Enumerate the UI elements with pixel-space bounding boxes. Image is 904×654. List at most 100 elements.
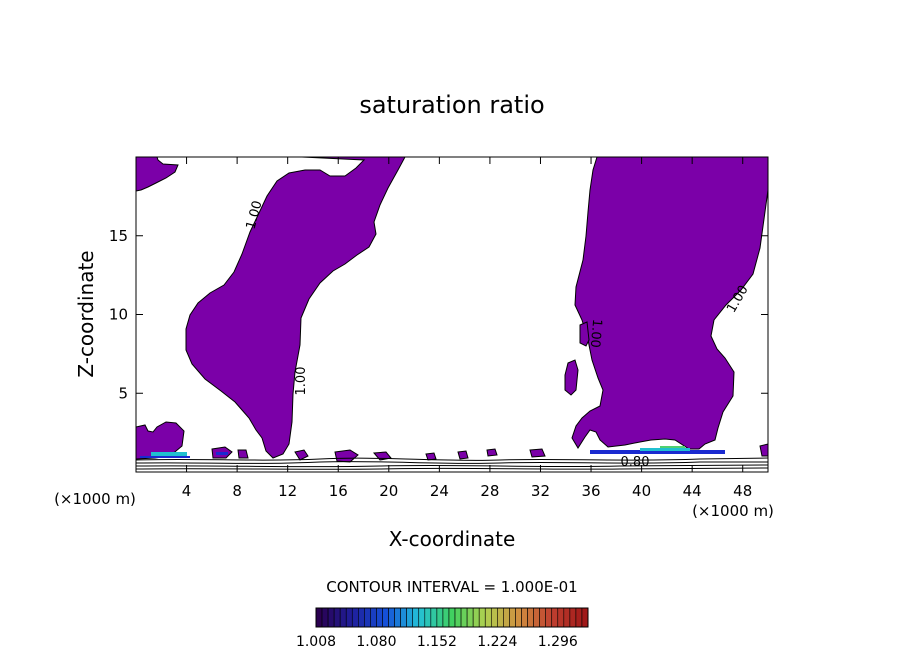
colored-streak-left [151, 452, 187, 456]
colorbar-cell [358, 607, 365, 628]
colored-streak-right-dark [590, 450, 725, 454]
supersaturation-blob-2 [579, 321, 590, 347]
supersaturation-lowlevel-blob7 [372, 451, 392, 461]
colorbar-cell [430, 607, 438, 628]
colorbar-tick-label: 1.296 [538, 634, 578, 650]
colorbar-cell [327, 607, 335, 628]
colorbar-cell [406, 607, 414, 628]
colorbar-cell [533, 607, 540, 628]
colorbar-cell [466, 607, 474, 628]
colorbar-frame [315, 607, 589, 628]
colorbar-cell [388, 607, 395, 628]
colorbar-cell [424, 607, 432, 628]
supersaturation-lowlevel-blob6 [334, 449, 359, 463]
colorbar-tick-label: 1.008 [296, 634, 336, 650]
ground-contour-lines [136, 457, 768, 470]
supersaturation-lowlevel-blob12 [759, 443, 768, 457]
supersaturation-blob-1 [564, 359, 579, 396]
colorbar-cell [333, 607, 341, 628]
x-axis: 4 8 12 16 20 24 28 32 36 40 44 48 [182, 157, 752, 500]
colorbar-cell [442, 607, 450, 628]
colorbar-cell [418, 607, 426, 628]
colored-streak-blob [216, 452, 228, 455]
colorbar-cell [569, 607, 577, 628]
x-tick-label: 4 [182, 482, 192, 500]
colored-streak-right-cyan [640, 448, 690, 451]
colorbar-cell [376, 607, 383, 628]
colored-streak-left-dark [140, 456, 190, 458]
x-tick-label: 28 [480, 482, 499, 500]
contour-label-3: 1.00 [587, 318, 604, 348]
colorbar-cell [472, 607, 480, 628]
colorbar-cell [345, 607, 353, 628]
contour-label-1: 1.00 [244, 199, 266, 231]
colorbar-cell [382, 607, 389, 628]
colorbar-cell [412, 607, 420, 628]
colorbar [315, 607, 589, 628]
colorbar-cell [321, 607, 329, 628]
supersaturation-region-right [571, 157, 768, 450]
x-tick-label: 44 [683, 482, 702, 500]
y-tick-label: 15 [109, 227, 128, 245]
x-tick-label: 20 [379, 482, 398, 500]
chart-title: saturation ratio [359, 91, 544, 119]
x-tick-label: 16 [329, 482, 348, 500]
x-tick-label: 24 [430, 482, 449, 500]
colorbar-cell [539, 607, 546, 628]
colorbar-tick-label: 1.224 [477, 634, 517, 650]
supersaturation-region-center [185, 157, 406, 459]
colorbar-cell [490, 607, 498, 628]
colorbar-cell [394, 607, 401, 628]
supersaturation-lowlevel-blob4 [237, 449, 249, 459]
supersaturation-lowlevel-blob8 [425, 452, 437, 461]
colorbar-cell [484, 607, 492, 628]
colorbar-cell [509, 607, 516, 628]
supersaturation-lowlevel-blob5 [294, 449, 309, 461]
supersaturation-lowlevel-blob10 [486, 448, 498, 457]
x-tick-label: 48 [733, 482, 752, 500]
plot-area: 1.00 1.00 1.00 1.00 0.80 [136, 157, 768, 470]
colorbar-cell [557, 607, 565, 628]
colorbar-tick-label: 1.152 [417, 634, 457, 650]
colorbar-cell [400, 607, 407, 628]
colorbar-cell [521, 607, 528, 628]
colorbar-cell [370, 607, 377, 628]
supersaturation-region-left [136, 157, 179, 192]
x-units-right: (×1000 m) [692, 502, 774, 520]
colorbar-tick-label: 1.080 [356, 634, 396, 650]
x-tick-label: 40 [632, 482, 651, 500]
colorbar-cell [436, 607, 444, 628]
x-tick-label: 36 [581, 482, 600, 500]
colorbar-cell [503, 607, 510, 628]
supersaturation-lowlevel-blob11 [529, 448, 546, 458]
supersaturation-lowlevel-blob9 [457, 450, 469, 460]
x-tick-label: 32 [531, 482, 550, 500]
colorbar-cell [315, 607, 323, 628]
y-axis-label: Z-coordinate [74, 250, 98, 377]
x-units-left: (×1000 m) [54, 490, 136, 508]
colorbar-cell [460, 607, 468, 628]
colorbar-cell [497, 607, 504, 628]
colorbar-cell [339, 607, 347, 628]
x-tick-label: 8 [232, 482, 242, 500]
colorbar-cell [351, 607, 359, 628]
contour-label-2: 1.00 [294, 367, 309, 396]
colorbar-cell [581, 607, 589, 628]
colorbar-cell [515, 607, 522, 628]
colorbar-cell [478, 607, 486, 628]
y-axis: 5 10 15 [109, 227, 768, 402]
colorbar-cell [563, 607, 571, 628]
x-axis-label: X-coordinate [389, 527, 516, 551]
y-tick-label: 10 [109, 306, 128, 324]
contour-label-5: 0.80 [621, 455, 650, 470]
y-tick-label: 5 [118, 384, 128, 402]
colorbar-cell [454, 607, 462, 628]
colorbar-cell [448, 607, 456, 628]
colored-streak-right-green [660, 446, 685, 448]
colorbar-cell [575, 607, 583, 628]
colorbar-cell [527, 607, 534, 628]
colorbar-cell [364, 607, 371, 628]
colorbar-cell [545, 607, 553, 628]
contour-interval-text: CONTOUR INTERVAL = 1.000E-01 [326, 578, 577, 596]
